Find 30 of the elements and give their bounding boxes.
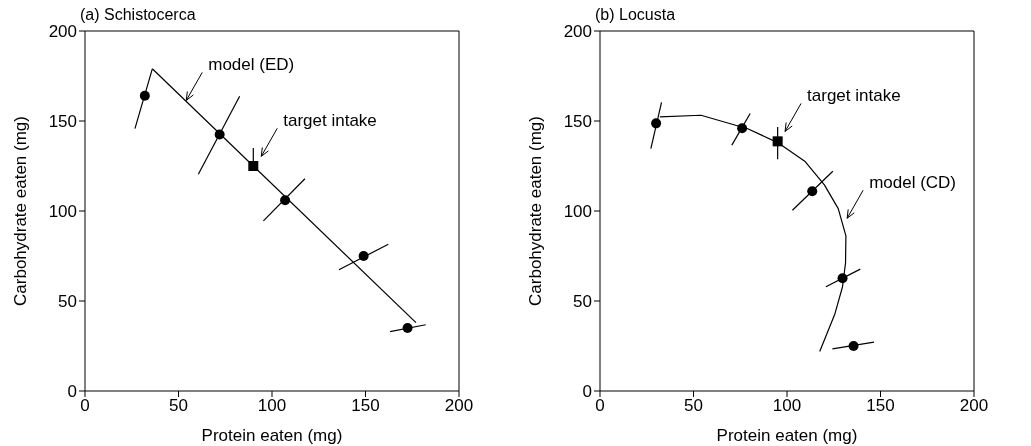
- chart-title: (b) Locusta: [595, 6, 676, 23]
- y-tick-label: 0: [67, 382, 77, 402]
- y-tick-label: 150: [48, 112, 77, 132]
- y-tick-label: 0: [582, 382, 592, 402]
- x-tick-label: 100: [772, 396, 802, 416]
- y-tick-label: 100: [563, 202, 592, 222]
- x-tick-label: 150: [866, 396, 895, 416]
- x-tick-label: 150: [351, 396, 380, 416]
- y-tick-label: 200: [563, 22, 592, 42]
- x-tick-label: 50: [169, 396, 188, 416]
- x-tick-label: 0: [595, 396, 605, 416]
- x-axis-title: Protein eaten (mg): [716, 426, 858, 445]
- y-axis-title: Carbohydrate eaten (mg): [11, 116, 31, 306]
- x-tick-label: 50: [684, 396, 703, 416]
- y-tick-label: 50: [573, 292, 592, 312]
- y-tick-label: 150: [563, 112, 592, 132]
- x-tick-label: 0: [80, 396, 90, 416]
- x-tick-label: 100: [257, 396, 287, 416]
- y-tick-label: 50: [58, 292, 77, 312]
- annotation: target intake: [807, 86, 901, 106]
- y-axis-title: Carbohydrate eaten (mg): [526, 116, 546, 306]
- y-tick-label: 200: [48, 22, 77, 42]
- x-tick-label: 200: [444, 396, 474, 416]
- x-axis-title: Protein eaten (mg): [201, 426, 343, 445]
- annotation: model (ED): [208, 55, 295, 75]
- annotation: target intake: [283, 111, 377, 131]
- chart-title: (a) Schistocerca: [80, 6, 196, 23]
- y-tick-label: 100: [48, 202, 77, 222]
- x-tick-label: 200: [959, 396, 989, 416]
- annotation: model (CD): [869, 173, 957, 193]
